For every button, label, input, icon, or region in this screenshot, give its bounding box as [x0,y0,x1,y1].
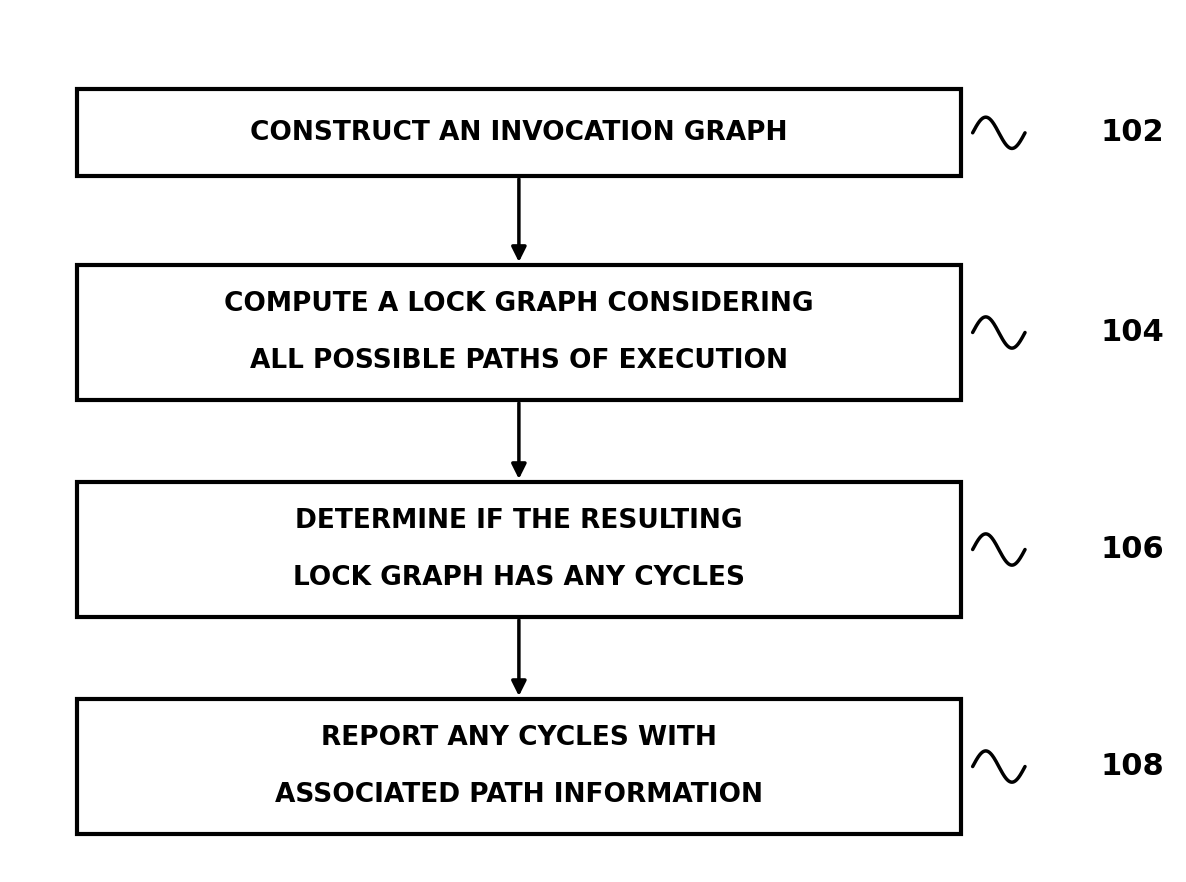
Text: DETERMINE IF THE RESULTING: DETERMINE IF THE RESULTING [295,508,742,534]
Bar [77,482,961,617]
Text: ALL POSSIBLE PATHS OF EXECUTION: ALL POSSIBLE PATHS OF EXECUTION [250,348,788,374]
Text: REPORT ANY CYCLES WITH: REPORT ANY CYCLES WITH [321,725,716,751]
Text: 108: 108 [1101,752,1165,781]
Text: COMPUTE A LOCK GRAPH CONSIDERING: COMPUTE A LOCK GRAPH CONSIDERING [224,291,814,318]
Text: LOCK GRAPH HAS ANY CYCLES: LOCK GRAPH HAS ANY CYCLES [293,564,745,591]
Bar [77,89,961,176]
Bar [77,265,961,400]
Text: 104: 104 [1101,318,1165,347]
Text: ASSOCIATED PATH INFORMATION: ASSOCIATED PATH INFORMATION [275,781,763,808]
Text: 106: 106 [1101,535,1165,564]
Text: 102: 102 [1101,118,1165,147]
Text: CONSTRUCT AN INVOCATION GRAPH: CONSTRUCT AN INVOCATION GRAPH [250,120,788,146]
Bar [77,699,961,833]
